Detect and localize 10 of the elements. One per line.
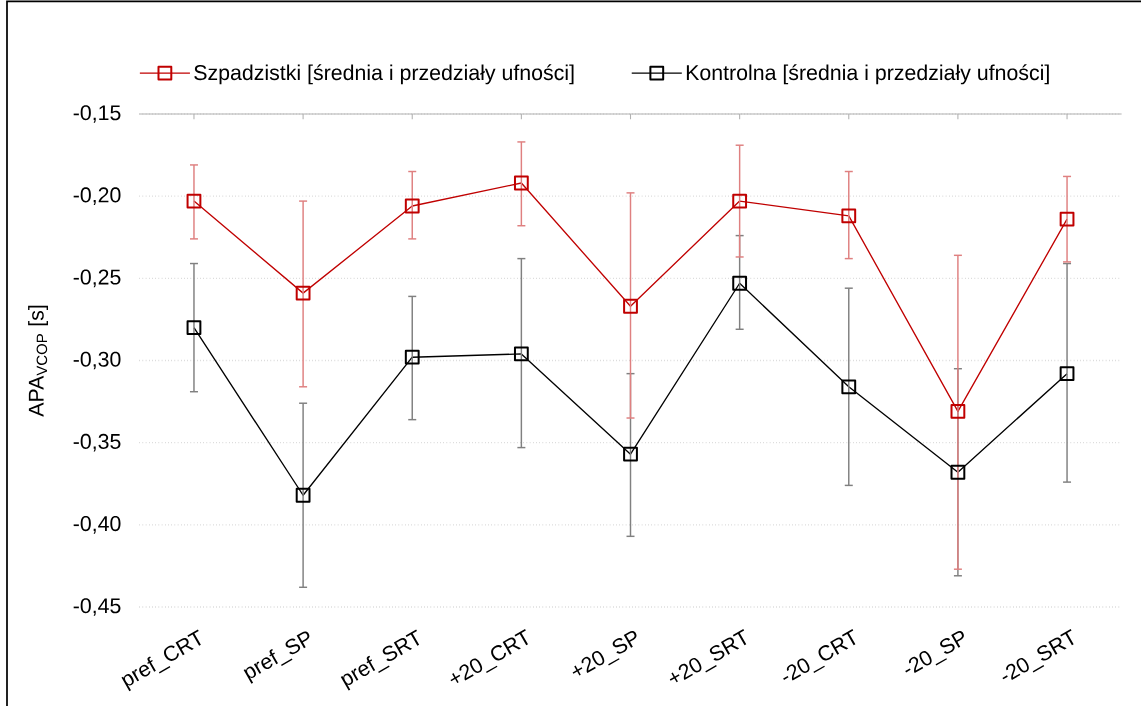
- y-tick-label: -0,15: [73, 105, 121, 123]
- legend-label: Szpadzistki [średnia i przedziały ufności]: [194, 64, 574, 85]
- y-axis-title: APA$_{VCOP}$ [s]: [28, 305, 48, 417]
- y-tick-label: -0,30: [73, 351, 121, 370]
- legend-label: Kontrolna [średnia i przedziały ufności]: [686, 64, 1049, 85]
- y-tick-label: -0,40: [73, 516, 121, 534]
- y-tick-label: -0,25: [73, 269, 121, 288]
- y-tick-label: -0,35: [73, 433, 121, 452]
- y-tick-label: -0,20: [73, 187, 121, 205]
- y-tick-label: -0,45: [73, 598, 121, 616]
